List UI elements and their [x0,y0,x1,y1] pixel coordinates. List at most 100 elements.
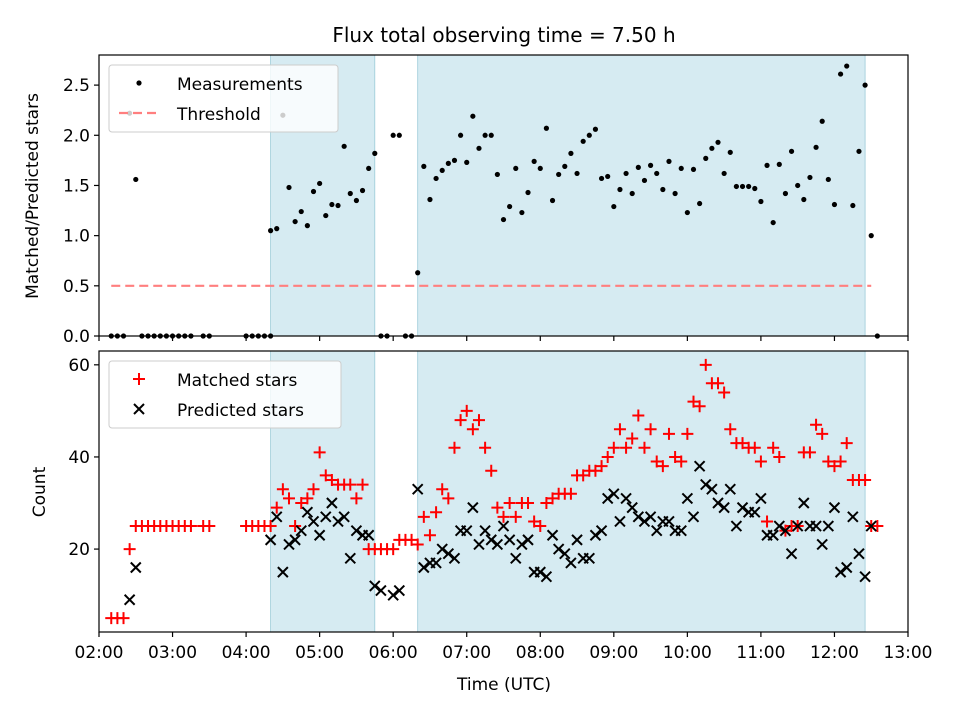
measurement-point [709,145,715,151]
matched-star-point [417,510,430,523]
predicted-star-point [638,515,651,528]
top-shaded-spans [270,54,866,337]
x-tick-label: 06:00 [369,643,418,663]
matched-star-point [675,455,688,468]
measurement-point [844,63,850,69]
x-tick-label: 04:00 [222,643,271,663]
measurement-point [770,219,776,226]
matched-star-point [117,612,130,625]
matched-star-point [344,478,357,491]
matched-star-point [436,483,449,496]
top-x-ticks [98,336,909,341]
y-tick-label: 0.0 [63,327,90,347]
measurement-point [574,170,580,177]
top-y-axis-label: Matched/Predicted stars [23,93,43,299]
predicted-star-point [614,515,626,528]
measurement-point [310,188,317,195]
measurement-point [739,183,746,190]
predicted-star-point [779,524,792,537]
matched-star-point [479,441,492,454]
matched-star-point [816,427,829,440]
measurement-point [782,190,789,197]
measurement-point [366,165,372,172]
bottom-shaded-spans [270,350,866,633]
predicted-star-point [632,511,645,523]
predicted-star-point [350,524,363,537]
matched-star-point [319,469,332,482]
predicted-star-point [393,584,406,597]
matched-star-point [405,533,418,546]
matched-star-point [687,395,700,408]
measurement-point [562,163,568,169]
measurement-point [776,161,782,167]
measurement-point [684,209,690,216]
measurement-point [519,209,525,216]
measurement-point [286,184,292,191]
y-tick-label: 60 [68,356,90,376]
measurement-point [359,187,366,194]
x-tick-label: 10:00 [663,643,712,663]
predicted-star-point [791,520,804,532]
bottom-plot-frame [98,350,909,633]
matched-star-point [350,492,363,505]
matched-star-point [748,441,761,454]
measurement-point [580,138,586,144]
predicted-star-point [522,534,534,546]
x-tick-label: 11:00 [736,643,785,663]
measurement-point [746,183,752,190]
predicted-star-point [834,566,847,578]
measurement-point [372,150,378,156]
measurement-point [660,186,666,193]
predicted-star-point [369,580,381,592]
matched-star-point [834,455,847,468]
measurement-point [445,160,451,166]
bottom-legend-frame [108,360,342,429]
measurement-point [543,125,550,131]
predicted-star-point [620,492,632,505]
measurement-point [586,132,592,138]
matched-star-point [301,492,314,505]
predicted-star-point [559,547,571,560]
measurement-point [703,155,709,161]
x-tick-label: 08:00 [516,643,565,663]
predicted-star-point [601,492,614,505]
predicted-star-point [344,552,356,565]
matched-star-point [264,520,277,533]
measurement-point [549,197,556,204]
matched-star-point [123,543,136,556]
matched-star-point [761,515,774,528]
measurement-point [415,270,421,276]
matched-star-point [270,501,283,514]
matched-star-point [638,441,651,454]
predicted-star-point [644,511,657,523]
predicted-star-point [289,534,301,546]
matched-star-point [423,529,436,542]
predicted-star-point [687,511,700,523]
x-tick-label: 05:00 [295,643,344,663]
measurement-point [494,171,500,178]
top-chart: 0.0 0.5 1.0 1.5 2.0 2.5 Matched/Predicted sta… [23,54,909,347]
predicted-star-point [479,524,491,537]
legend-measurements-marker [136,80,142,86]
matched-star-point [203,520,216,533]
matched-star-point [699,358,712,371]
predicted-star-point [589,529,602,541]
matched-star-point [313,446,326,459]
legend-measurements-label: Measurements [177,75,303,95]
measurement-point [470,113,476,119]
matched-star-point [448,441,461,454]
measurement-point [801,196,807,203]
matched-star-point [184,520,197,533]
measurement-point [531,158,537,164]
measurement-point [647,162,654,168]
measurement-point [488,132,494,138]
matched-star-point [613,423,626,436]
predicted-star-point [387,589,399,601]
predicted-star-point [430,557,442,569]
measurement-point [831,201,838,208]
measurement-point [268,228,274,234]
x-tick-label: 13:00 [884,643,933,663]
predicted-star-point [552,543,565,555]
predicted-star-point [411,483,424,495]
